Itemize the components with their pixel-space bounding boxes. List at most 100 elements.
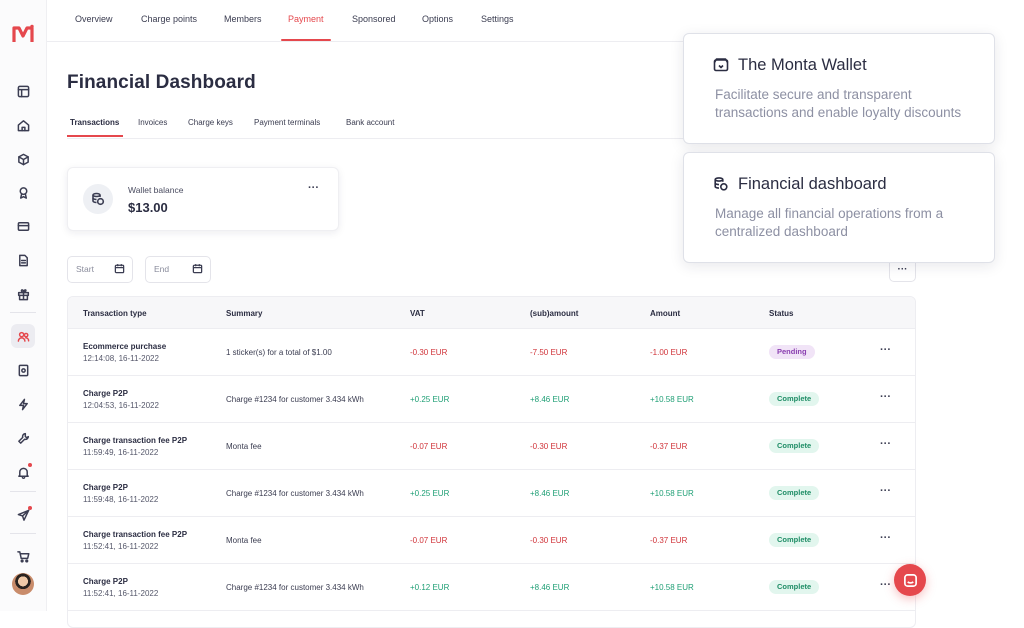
transaction-amount: -0.37 EUR: [650, 536, 688, 545]
sidebar: [0, 0, 47, 611]
document-icon[interactable]: [11, 248, 35, 272]
transaction-amount: +10.58 EUR: [650, 583, 694, 592]
transaction-time: 11:59:48, 16-11-2022: [83, 495, 159, 504]
subtab-bank-account[interactable]: Bank account: [346, 118, 395, 127]
header-amount[interactable]: Amount: [650, 309, 681, 318]
transaction-type: Charge transaction fee P2P: [83, 436, 188, 445]
transaction-vat: +0.25 EUR: [410, 395, 450, 404]
transaction-time: 12:14:08, 16-11-2022: [83, 354, 159, 363]
transaction-type: Charge P2P: [83, 389, 128, 398]
tab-members[interactable]: Members: [224, 14, 262, 24]
cart-icon[interactable]: [11, 544, 35, 568]
more-options-icon[interactable]: ···: [308, 182, 319, 194]
status-badge: Complete: [769, 439, 820, 453]
table-row[interactable]: Charge P2P 11:59:48, 16-11-2022 Charge #12…: [68, 470, 915, 517]
table-row[interactable]: Ecommerce purchase 12:14:08, 16-11-2022 1 …: [68, 329, 915, 376]
row-more-options-icon[interactable]: ···: [880, 391, 891, 403]
page-title: Financial Dashboard: [67, 72, 256, 93]
subtab-invoices[interactable]: Invoices: [138, 118, 168, 127]
sidebar-divider: [10, 533, 36, 534]
transaction-summary: Charge #1234 for customer 3.434 kWh: [226, 395, 364, 404]
row-more-options-icon[interactable]: ···: [880, 579, 891, 591]
tab-settings[interactable]: Settings: [481, 14, 514, 24]
avatar[interactable]: [12, 573, 34, 595]
coins-icon: [713, 176, 729, 192]
top-navigation: Overview Charge points Members Payment S…: [47, 0, 935, 42]
transaction-subamount: -0.30 EUR: [530, 536, 568, 545]
lightning-icon[interactable]: [11, 392, 35, 416]
financial-dashboard-description: Manage all financial operations from a c…: [715, 206, 944, 239]
transaction-subamount: +8.46 EUR: [530, 395, 570, 404]
row-more-options-icon[interactable]: ···: [880, 485, 891, 497]
row-more-options-icon[interactable]: ···: [880, 532, 891, 544]
subtab-payment-terminals[interactable]: Payment terminals: [254, 118, 321, 127]
main-content: Overview Charge points Members Payment S…: [47, 0, 935, 628]
header-summary[interactable]: Summary: [226, 309, 263, 318]
wallet-balance-value: $13.00: [128, 200, 168, 215]
transaction-time: 11:52:41, 16-11-2022: [83, 589, 159, 598]
tab-options[interactable]: Options: [422, 14, 454, 24]
transaction-amount: +10.58 EUR: [650, 395, 694, 404]
financial-dashboard-panel: Financial dashboard Manage all financial…: [683, 152, 995, 263]
row-more-options-icon[interactable]: ···: [880, 438, 891, 450]
transaction-time: 12:04:53, 16-11-2022: [83, 401, 159, 410]
table-row[interactable]: Charge P2P 11:52:41, 16-11-2022 Charge #12…: [68, 564, 915, 611]
bell-icon[interactable]: [11, 460, 35, 484]
row-more-options-icon[interactable]: ···: [880, 344, 891, 356]
sidebar-divider: [10, 312, 36, 313]
wallet-icon: [713, 57, 729, 73]
layout-icon[interactable]: [11, 79, 35, 103]
transaction-vat: -0.07 EUR: [410, 536, 448, 545]
chat-icon[interactable]: [894, 564, 926, 596]
status-badge: Complete: [769, 580, 820, 594]
receipt-icon[interactable]: [11, 358, 35, 382]
gift-icon[interactable]: [11, 282, 35, 306]
start-date-field[interactable]: Start: [67, 256, 133, 283]
financial-dashboard-title: Financial dashboard: [738, 175, 887, 193]
home-icon[interactable]: [11, 113, 35, 137]
status-badge: Complete: [769, 486, 820, 500]
transaction-summary: Charge #1234 for customer 3.434 kWh: [226, 489, 364, 498]
team-icon[interactable]: [11, 324, 35, 348]
transaction-vat: -0.07 EUR: [410, 442, 448, 451]
transaction-vat: -0.30 EUR: [410, 348, 448, 357]
tab-overview[interactable]: Overview: [75, 14, 113, 24]
sidebar-divider: [10, 491, 36, 492]
transaction-amount: -0.37 EUR: [650, 442, 688, 451]
cube-icon[interactable]: [11, 147, 35, 171]
header-subamount[interactable]: (sub)amount: [530, 309, 579, 318]
table-row[interactable]: Charge transaction fee P2P 11:59:49, 16-1…: [68, 423, 915, 470]
end-date-field[interactable]: End: [145, 256, 211, 283]
active-tab-indicator: [281, 39, 331, 41]
status-badge: Complete: [769, 533, 820, 547]
award-icon[interactable]: [11, 180, 35, 204]
header-vat[interactable]: VAT: [410, 309, 425, 318]
transaction-amount: -1.00 EUR: [650, 348, 688, 357]
end-date-placeholder: End: [154, 264, 170, 274]
transaction-vat: +0.12 EUR: [410, 583, 450, 592]
transaction-vat: +0.25 EUR: [410, 489, 450, 498]
tab-charge-points[interactable]: Charge points: [141, 14, 198, 24]
tab-payment[interactable]: Payment: [288, 14, 324, 24]
header-transaction-type[interactable]: Transaction type: [83, 309, 147, 318]
transaction-subamount: +8.46 EUR: [530, 489, 570, 498]
wrench-icon[interactable]: [11, 426, 35, 450]
tab-sponsored[interactable]: Sponsored: [352, 14, 396, 24]
start-date-placeholder: Start: [76, 264, 94, 274]
credit-card-icon[interactable]: [11, 214, 35, 238]
notification-dot: [28, 506, 32, 510]
monta-wallet-panel: The Monta Wallet Facilitate secure and t…: [683, 33, 995, 144]
table-row[interactable]: Charge P2P 12:04:53, 16-11-2022 Charge #12…: [68, 376, 915, 423]
wallet-balance-label: Wallet balance: [128, 185, 184, 195]
subtab-transactions[interactable]: Transactions: [70, 118, 120, 127]
monta-wallet-description: Facilitate secure and transparent transa…: [715, 87, 962, 120]
subtab-charge-keys[interactable]: Charge keys: [188, 118, 233, 127]
notification-dot: [28, 463, 32, 467]
header-status[interactable]: Status: [769, 309, 794, 318]
send-icon[interactable]: [11, 503, 35, 527]
monta-logo-icon[interactable]: [11, 22, 35, 46]
table-row[interactable]: Charge transaction fee P2P 11:52:41, 16-1…: [68, 517, 915, 564]
transaction-type: Charge P2P: [83, 577, 128, 586]
transaction-time: 11:59:49, 16-11-2022: [83, 448, 159, 457]
transaction-amount: +10.58 EUR: [650, 489, 694, 498]
